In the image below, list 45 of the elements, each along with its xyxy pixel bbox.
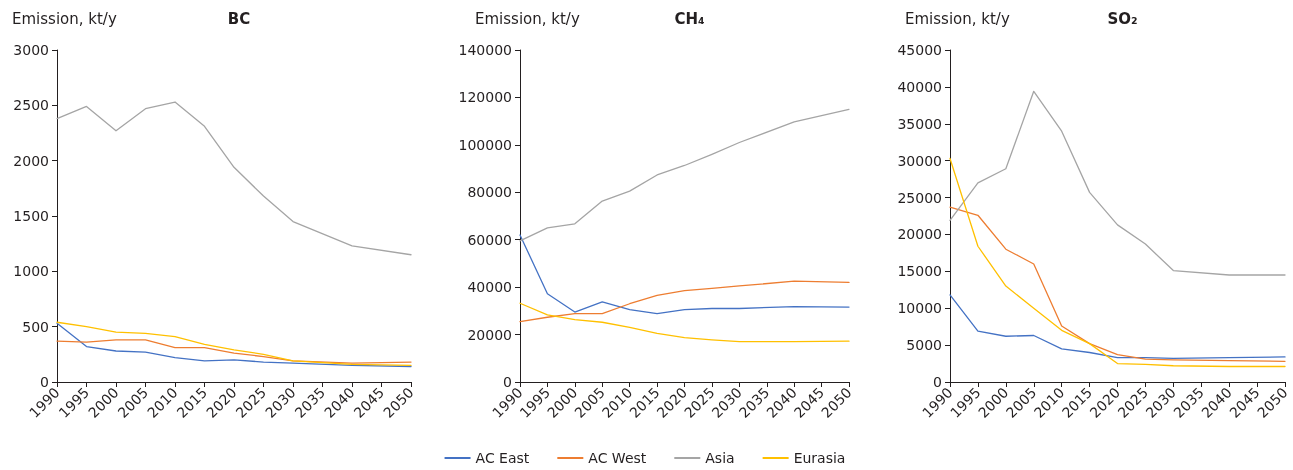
y-tick-label: 0 — [40, 374, 49, 390]
legend-label: Eurasia — [793, 450, 846, 466]
legend-label: AC East — [475, 450, 530, 466]
y-axis-title: Emission, kt/y — [905, 9, 1010, 28]
y-tick-label: 40000 — [467, 279, 512, 296]
y-tick-label: 35000 — [897, 115, 942, 132]
line-series — [949, 294, 1286, 360]
line-series — [519, 234, 850, 315]
y-tick-label: 20000 — [467, 326, 512, 343]
y-tick-label: 30000 — [897, 152, 942, 169]
legend-label: AC West — [588, 450, 647, 466]
y-tick-label: 1500 — [13, 208, 49, 224]
y-tick-label: 80000 — [467, 184, 512, 201]
y-tick-label: 10000 — [897, 300, 942, 317]
y-tick-label: 500 — [22, 318, 49, 335]
chart-title: CH₄ — [674, 9, 705, 28]
line-series — [949, 206, 1286, 362]
y-tick-label: 3000 — [13, 42, 49, 58]
y-tick-label: 120000 — [458, 89, 512, 106]
y-axis-title: Emission, kt/y — [475, 9, 580, 28]
y-tick-label: 0 — [503, 374, 512, 390]
y-tick-label: 5000 — [906, 337, 942, 354]
legend-label: Asia — [705, 450, 735, 466]
y-tick-label: 60000 — [467, 231, 512, 248]
y-tick-label: 45000 — [897, 42, 942, 58]
y-tick-label: 100000 — [458, 136, 512, 153]
chart-title: BC — [227, 9, 251, 28]
y-tick-label: 40000 — [897, 78, 942, 95]
line-series — [56, 339, 412, 364]
y-tick-label: 25000 — [897, 189, 942, 206]
line-series — [949, 157, 1286, 368]
line-series — [949, 90, 1286, 276]
line-series — [519, 280, 850, 323]
y-tick-label: 140000 — [458, 42, 512, 58]
y-axis-title: Emission, kt/y — [12, 9, 117, 28]
chart-title: SO₂ — [1107, 9, 1138, 28]
y-tick-label: 0 — [933, 374, 942, 390]
y-tick-label: 1000 — [13, 263, 49, 280]
y-tick-label: 2000 — [13, 152, 49, 169]
y-tick-label: 2500 — [13, 97, 49, 114]
y-tick-label: 20000 — [897, 226, 942, 243]
line-series — [519, 108, 850, 242]
y-tick-label: 15000 — [897, 263, 942, 280]
line-series — [56, 101, 412, 256]
line-series — [519, 302, 850, 343]
